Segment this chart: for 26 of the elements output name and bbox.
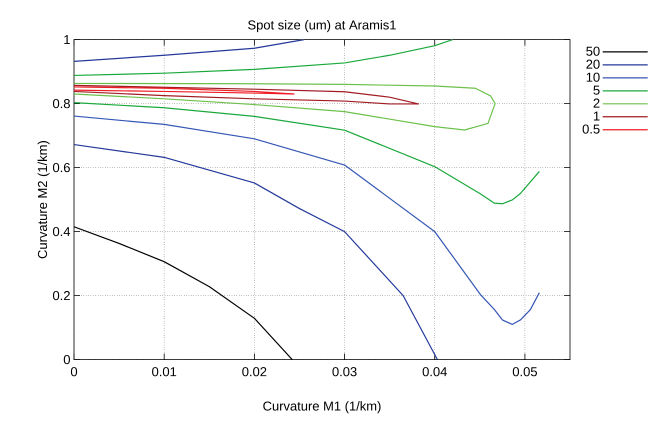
- y-tick-label: 0: [64, 355, 70, 364]
- y-tick-label: 0.2: [52, 291, 70, 300]
- line-series: [74, 86, 295, 95]
- line-series: [74, 84, 420, 105]
- x-tick-label: 0.04: [422, 367, 447, 376]
- x-tick-label: 0: [70, 367, 78, 376]
- x-tick-label: 0.05: [512, 367, 537, 376]
- legend-label: 1: [594, 112, 600, 120]
- y-tick-label: 0.6: [52, 163, 70, 172]
- x-tick-label: 0.02: [242, 367, 266, 376]
- x-tick-label: 0.01: [152, 367, 176, 376]
- y-tick-label: 0.4: [52, 227, 70, 236]
- legend-label: 5: [593, 86, 600, 95]
- legend-label: 20: [586, 60, 600, 69]
- y-axis-title: Curvature M2 (1/km): [38, 141, 50, 258]
- y-tick-label: 1: [64, 35, 70, 44]
- legend-label: 10: [586, 72, 600, 82]
- legend-label: 2: [594, 98, 600, 108]
- line-series: [74, 82, 496, 131]
- chart-title: Spot size (um) at Aramis1: [248, 20, 396, 32]
- y-tick-label: 0.8: [52, 99, 70, 108]
- x-tick-label: 0.03: [332, 367, 357, 376]
- line-series: [74, 115, 540, 325]
- legend-label: 50: [586, 46, 600, 56]
- x-axis-title: Curvature M1 (1/km): [263, 401, 381, 414]
- legend-label: 0.5: [582, 124, 600, 134]
